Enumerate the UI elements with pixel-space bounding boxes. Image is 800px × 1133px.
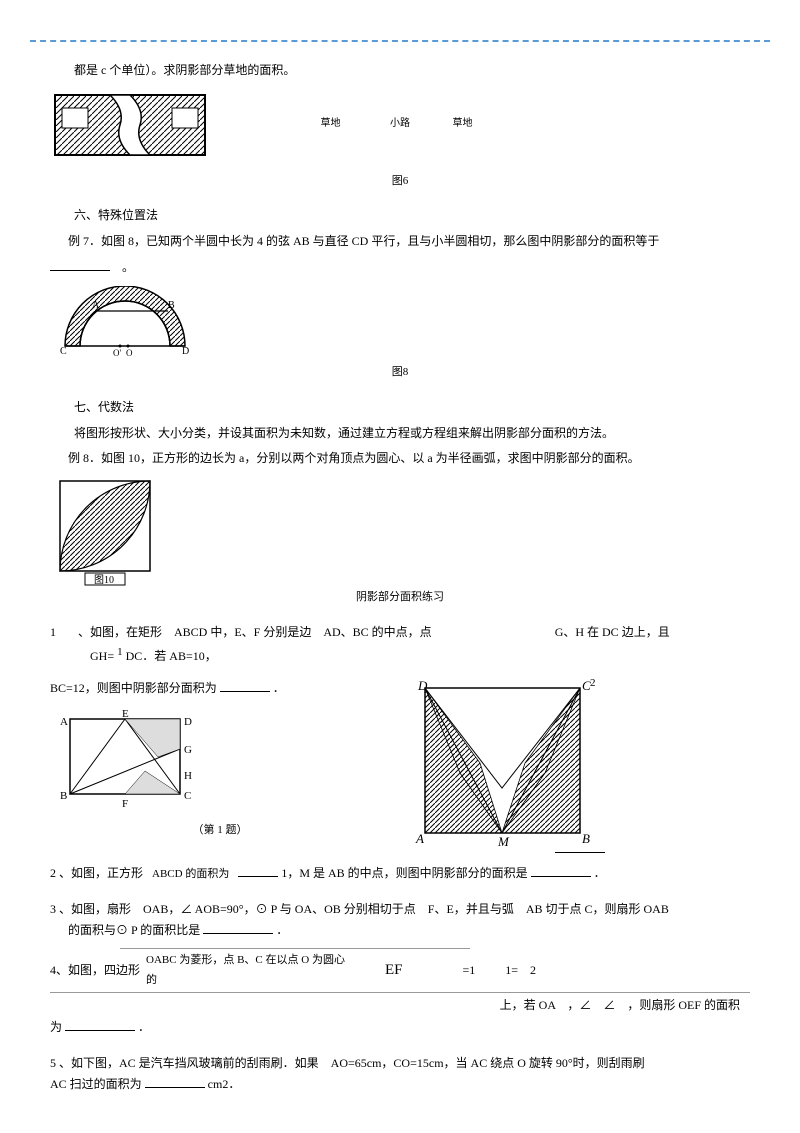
q2-blank-dot: ． <box>594 866 606 880</box>
q4-blank-dot: ． <box>138 1020 150 1034</box>
q3-text2: 的面积与⊙ P 的面积比是 <box>68 923 200 937</box>
q1-q2-figures-row: BC=12，则图中阴影部分面积为 ． A E D G H <box>50 678 750 853</box>
q1-line2a: GH= <box>90 649 114 663</box>
fig6-left-label: 草地 <box>321 118 341 129</box>
fig8-C: C <box>60 346 67 357</box>
svg-text:2: 2 <box>590 678 596 689</box>
example-7-text: 例 7．如图 8，已知两个半圆中长为 4 的弦 AB 与直径 CD 平行，且与小… <box>68 234 659 248</box>
q4-ef: EF <box>385 957 403 984</box>
q4-pre: 、如图，四边形 <box>56 960 140 982</box>
fig10-caption-inbox: 图10 <box>94 574 114 586</box>
q5-unit: cm2． <box>208 1077 241 1091</box>
q1-text: 、如图，在矩形 ABCD 中，E、F 分别是边 AD、BC 的中点，点 <box>78 625 432 639</box>
q3-num: 3 <box>50 902 56 916</box>
fig8-svg: A B C D O' O <box>50 286 200 361</box>
svg-text:F: F <box>122 798 128 810</box>
svg-text:D: D <box>184 716 192 728</box>
fig8-O2: O <box>126 348 133 358</box>
q4-mid1: OABC 为菱形，点 B、C 在以点 O 为圆心 <box>146 954 345 966</box>
section-6-title: 六、特殊位置法 <box>50 205 750 227</box>
q1-figure: A E D G H C F B （第 1 题） <box>50 709 390 841</box>
svg-text:H: H <box>184 770 192 782</box>
svg-text:A: A <box>60 716 68 728</box>
fig8-O1: O' <box>113 348 121 358</box>
q5-num: 5 <box>50 1056 56 1070</box>
fig8-B: B <box>168 300 175 311</box>
q1-line3-wrap: BC=12，则图中阴影部分面积为 ． <box>50 678 390 700</box>
fig6-mid-label: 小路 <box>390 118 410 129</box>
intro-line: 都是 c 个单位）。求阴影部分草地的面积。 <box>50 60 750 82</box>
fig8-caption: 图8 <box>50 363 750 383</box>
fig8-A: A <box>92 300 100 311</box>
svg-text:E: E <box>122 709 129 720</box>
q1-num: 1 <box>50 622 78 644</box>
fig10-svg: 图10 <box>50 476 160 586</box>
svg-text:G: G <box>184 744 192 756</box>
q5-text2: AC 扫过的面积为 <box>50 1077 142 1091</box>
q1-blank-dot: ． <box>273 681 285 695</box>
svg-text:B: B <box>60 790 67 802</box>
q2-figure: D C 2 A M B <box>410 678 600 848</box>
svg-text:D: D <box>417 678 428 693</box>
svg-text:A: A <box>415 831 424 846</box>
q4-eq2: 1= 2 <box>505 960 536 982</box>
q4-text2: 上，若 OA ，∠ ∠ ，则扇形 OEF 的面积 <box>500 998 740 1012</box>
q3-text: 、如图，扇形 OAB，∠ AOB=90°，⊙ P 与 OA、OB 分别相切于点 … <box>59 902 669 916</box>
q4-mid2: 的 <box>146 974 157 986</box>
example-8: 例 8．如图 10，正方形的边长为 a，分别以两个对角顶点为圆心、以 a 为半径… <box>50 448 750 470</box>
fig6-caption: 图6 <box>50 172 750 192</box>
question-2: 2 、如图，正方形 ABCD 的面积为 1，M 是 AB 的中点，则图中阴影部分… <box>50 863 750 885</box>
page-top-dashed-line <box>30 40 770 42</box>
svg-text:B: B <box>582 831 590 846</box>
q2-mid-top: ABCD 的面积为 <box>152 865 229 885</box>
question-3: 3 、如图，扇形 OAB，∠ AOB=90°，⊙ P 与 OA、OB 分别相切于… <box>50 899 750 942</box>
q5-text: 、如下图，AC 是汽车挡风玻璃前的刮雨刷．如果 AO=65cm，CO=15cm，… <box>59 1056 645 1070</box>
q1-fig-caption: （第 1 题） <box>50 821 390 841</box>
svg-text:C: C <box>184 790 191 802</box>
question-5: 5 、如下图，AC 是汽车挡风玻璃前的刮雨刷．如果 AO=65cm，CO=15c… <box>50 1053 750 1096</box>
figure-6: 草地 小路 草地 图6 <box>50 90 750 192</box>
q2-fig-blank <box>555 852 605 853</box>
q3-blank-dot: ． <box>276 923 288 937</box>
section-7-title: 七、代数法 <box>50 397 750 419</box>
question-1: 1 、如图，在矩形 ABCD 中，E、F 分别是边 AD、BC 的中点，点 G、… <box>50 622 750 668</box>
svg-text:M: M <box>497 834 510 848</box>
fig6-svg <box>50 90 210 170</box>
q4-eq1: =1 <box>462 960 475 982</box>
q2-num: 2 <box>50 866 56 880</box>
q1-line3: BC=12，则图中阴影部分面积为 <box>50 681 217 695</box>
practice-title: 阴影部分面积练习 <box>50 588 750 608</box>
example-7-blank: 。 <box>50 257 750 279</box>
fig8-D: D <box>182 346 189 357</box>
figure-8: A B C D O' O 图8 <box>50 286 750 383</box>
q1-text2: G、H 在 DC 边上，且 <box>555 625 670 639</box>
q2-val: 1，M 是 AB 的中点，则图中阴影部分的面积是 <box>281 866 527 880</box>
q4-tail: 为 <box>50 1020 62 1034</box>
question-4: 4 、如图，四边形 OABC 为菱形，点 B、C 在以点 O 为圆心 的 EF … <box>50 948 750 1039</box>
figure-10: 图10 阴影部分面积练习 <box>50 476 750 608</box>
document-content: 都是 c 个单位）。求阴影部分草地的面积。 草地 小路 草地 图6 六、特殊位置… <box>50 60 750 1096</box>
q1-frac: 1 <box>117 643 123 663</box>
fig6-right-label: 草地 <box>453 118 473 129</box>
q1-line2b: DC．若 AB=10， <box>126 649 217 663</box>
section-7-desc: 将图形按形状、大小分类，并设其面积为未知数，通过建立方程或方程组来解出阴影部分面… <box>50 423 750 445</box>
q2-pre: 、如图，正方形 <box>59 866 143 880</box>
example-7: 例 7．如图 8，已知两个半圆中长为 4 的弦 AB 与直径 CD 平行，且与小… <box>50 231 750 253</box>
